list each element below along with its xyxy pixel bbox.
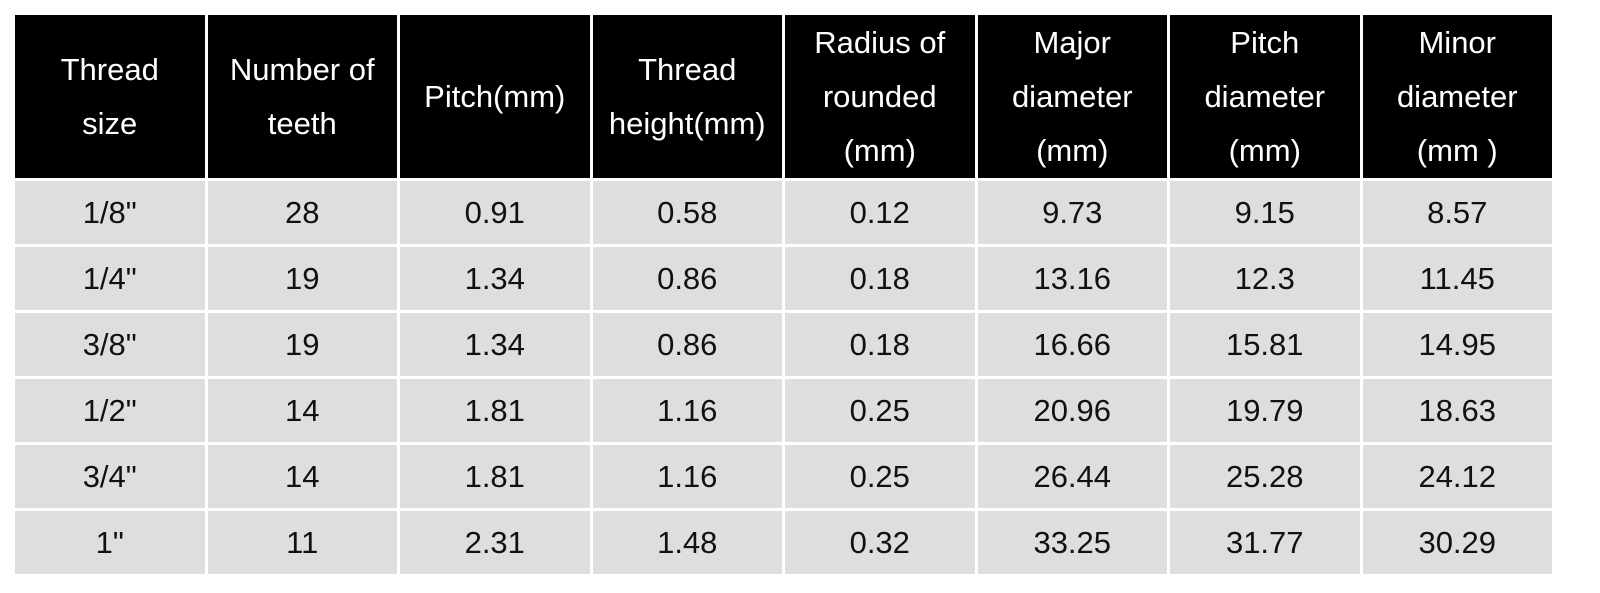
header-text: Pitch(mm) xyxy=(424,78,566,114)
table-cell: 0.25 xyxy=(785,445,975,508)
header-cell: Pitch(mm) xyxy=(400,15,590,178)
header-cell: Major diameter (mm) xyxy=(977,15,1167,178)
header-cell: Radius of rounded (mm) xyxy=(785,15,975,178)
table-cell: 0.86 xyxy=(592,247,782,310)
table-cell: 9.15 xyxy=(1170,181,1360,244)
header-text: rounded xyxy=(822,78,937,114)
table-cell: 31.77 xyxy=(1170,511,1360,574)
header-text: teeth xyxy=(267,105,337,141)
table-cell: 1" xyxy=(15,511,205,574)
header-text: (mm) xyxy=(843,132,916,168)
header-text: diameter xyxy=(1011,78,1133,114)
table-cell: 0.32 xyxy=(785,511,975,574)
header-text: Thread xyxy=(60,51,159,87)
table-cell: 12.3 xyxy=(1170,247,1360,310)
table-cell: 9.73 xyxy=(977,181,1167,244)
table-cell: 1.34 xyxy=(400,247,590,310)
table-cell: 3/8" xyxy=(15,313,205,376)
header-text: Thread xyxy=(638,51,737,87)
header-cell: Pitch diameter (mm) xyxy=(1170,15,1360,178)
table-cell: 1.16 xyxy=(592,445,782,508)
header-text: size xyxy=(82,105,138,141)
table-cell: 11.45 xyxy=(1362,247,1552,310)
header-text: Major xyxy=(1033,24,1111,60)
header-cell: Thread size xyxy=(15,15,205,178)
header-text: Number of xyxy=(229,51,375,87)
table-cell: 1/4" xyxy=(15,247,205,310)
table-cell: 0.18 xyxy=(785,247,975,310)
table-cell: 1.48 xyxy=(592,511,782,574)
table-cell: 1/8" xyxy=(15,181,205,244)
table-cell: 1.34 xyxy=(400,313,590,376)
table-cell: 18.63 xyxy=(1362,379,1552,442)
table-cell: 0.18 xyxy=(785,313,975,376)
header-text: diameter xyxy=(1396,78,1518,114)
table-cell: 14 xyxy=(207,379,397,442)
header-cell: Number of teeth xyxy=(207,15,397,178)
table-cell: 1/2" xyxy=(15,379,205,442)
table-cell: 19.79 xyxy=(1170,379,1360,442)
table-cell: 0.12 xyxy=(785,181,975,244)
table-cell: 13.16 xyxy=(977,247,1167,310)
table-cell: 14.95 xyxy=(1362,313,1552,376)
header-text: Radius of xyxy=(814,24,946,60)
header-text: Minor xyxy=(1418,24,1496,60)
table-cell: 15.81 xyxy=(1170,313,1360,376)
table-cell: 1.16 xyxy=(592,379,782,442)
thread-table: Thread size Number of teeth Pitch(mm) Thread h… xyxy=(15,15,1552,574)
table-cell: 0.86 xyxy=(592,313,782,376)
table-cell: 2.31 xyxy=(400,511,590,574)
header-text: diameter xyxy=(1204,78,1326,114)
table-cell: 25.28 xyxy=(1170,445,1360,508)
table-cell: 0.58 xyxy=(592,181,782,244)
table-cell: 28 xyxy=(207,181,397,244)
table-cell: 16.66 xyxy=(977,313,1167,376)
table-cell: 24.12 xyxy=(1362,445,1552,508)
header-text: (mm) xyxy=(1228,132,1301,168)
header-text: (mm) xyxy=(1036,132,1109,168)
table-cell: 19 xyxy=(207,313,397,376)
table-cell: 26.44 xyxy=(977,445,1167,508)
table-cell: 1.81 xyxy=(400,445,590,508)
header-cell: Minor diameter (mm ) xyxy=(1362,15,1552,178)
table-cell: 14 xyxy=(207,445,397,508)
table-cell: 0.91 xyxy=(400,181,590,244)
table-cell: 30.29 xyxy=(1362,511,1552,574)
table-cell: 0.25 xyxy=(785,379,975,442)
table-cell: 33.25 xyxy=(977,511,1167,574)
table-cell: 1.81 xyxy=(400,379,590,442)
table-cell: 8.57 xyxy=(1362,181,1552,244)
table-cell: 3/4" xyxy=(15,445,205,508)
table-cell: 19 xyxy=(207,247,397,310)
header-text: height(mm) xyxy=(608,105,766,141)
header-text: Pitch xyxy=(1230,24,1300,60)
header-cell: Thread height(mm) xyxy=(592,15,782,178)
table-cell: 11 xyxy=(207,511,397,574)
table-cell: 20.96 xyxy=(977,379,1167,442)
header-text: (mm ) xyxy=(1416,132,1498,168)
